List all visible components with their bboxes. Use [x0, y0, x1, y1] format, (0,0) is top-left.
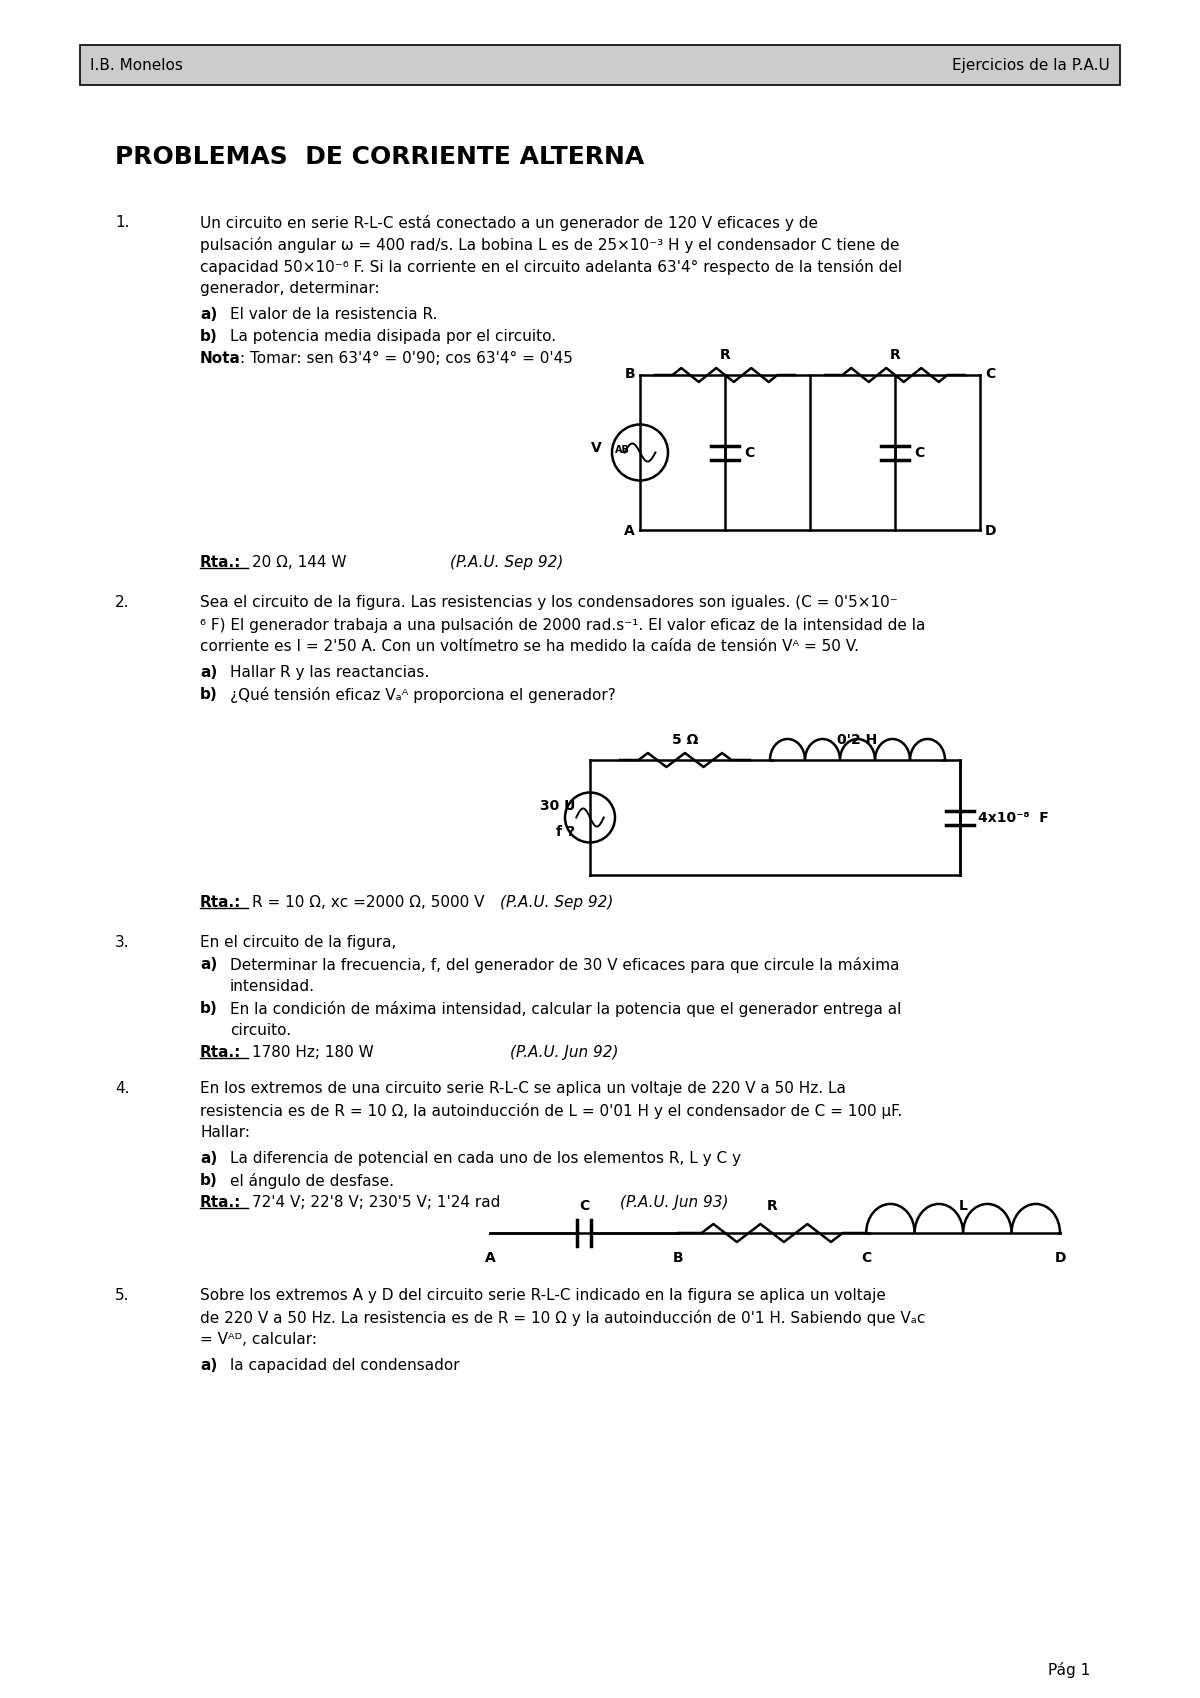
Text: 1780 Hz; 180 W: 1780 Hz; 180 W [252, 1044, 373, 1060]
Text: A: A [485, 1251, 496, 1265]
Text: Nota: Nota [200, 351, 241, 367]
Text: Determinar la frecuencia, f, del generador de 30 V eficaces para que circule la : Determinar la frecuencia, f, del generad… [230, 958, 900, 973]
Bar [80, 46, 1120, 85]
Text: (P.A.U. Jun 93): (P.A.U. Jun 93) [620, 1195, 728, 1211]
Text: R: R [720, 348, 731, 362]
Text: de 220 V a 50 Hz. La resistencia es de R = 10 Ω y la autoinducción de 0'1 H. Sab: de 220 V a 50 Hz. La resistencia es de R… [200, 1309, 925, 1326]
Text: C: C [862, 1251, 871, 1265]
Text: (P.A.U. Jun 92): (P.A.U. Jun 92) [510, 1044, 618, 1060]
Text: a): a) [200, 307, 217, 323]
Text: 3.: 3. [115, 936, 130, 949]
Text: la capacidad del condensador: la capacidad del condensador [230, 1358, 460, 1374]
Text: 4x10⁻⁸  F: 4x10⁻⁸ F [978, 810, 1049, 825]
Text: 30 U: 30 U [540, 798, 575, 813]
Text: C: C [985, 367, 995, 380]
Text: a): a) [200, 958, 217, 971]
Text: b): b) [200, 329, 217, 345]
Text: El valor de la resistencia R.: El valor de la resistencia R. [230, 307, 438, 323]
Text: intensidad.: intensidad. [230, 980, 314, 993]
Text: Un circuito en serie R-L-C está conectado a un generador de 120 V eficaces y de: Un circuito en serie R-L-C está conectad… [200, 216, 818, 231]
Text: AB: AB [616, 445, 630, 455]
Text: La diferencia de potencial en cada uno de los elementos R, L y C y: La diferencia de potencial en cada uno d… [230, 1151, 742, 1167]
Text: 72'4 V; 22'8 V; 230'5 V; 1'24 rad: 72'4 V; 22'8 V; 230'5 V; 1'24 rad [252, 1195, 500, 1211]
Text: Hallar R y las reactancias.: Hallar R y las reactancias. [230, 666, 430, 679]
Text: ⁶ F) El generador trabaja a una pulsación de 2000 rad.s⁻¹. El valor eficaz de la: ⁶ F) El generador trabaja a una pulsació… [200, 616, 925, 633]
Text: 4.: 4. [115, 1082, 130, 1095]
Text: 20 Ω, 144 W: 20 Ω, 144 W [252, 555, 347, 571]
Text: a): a) [200, 1358, 217, 1374]
Text: pulsación angular ω = 400 rad/s. La bobina L es de 25×10⁻³ H y el condensador C : pulsación angular ω = 400 rad/s. La bobi… [200, 238, 900, 253]
Text: b): b) [200, 1002, 217, 1015]
Text: R: R [767, 1199, 778, 1212]
Text: R: R [889, 348, 900, 362]
Text: L: L [959, 1199, 967, 1212]
Text: generador, determinar:: generador, determinar: [200, 280, 379, 295]
Text: D: D [1055, 1251, 1066, 1265]
Text: B: B [673, 1251, 684, 1265]
Text: A: A [624, 525, 635, 538]
Text: PROBLEMAS  DE CORRIENTE ALTERNA: PROBLEMAS DE CORRIENTE ALTERNA [115, 144, 644, 170]
Text: C: C [914, 445, 924, 460]
Text: a): a) [200, 1151, 217, 1167]
Text: = Vᴬᴰ, calcular:: = Vᴬᴰ, calcular: [200, 1331, 317, 1347]
Text: I.B. Monelos: I.B. Monelos [90, 58, 182, 73]
Text: C: C [578, 1199, 589, 1212]
Text: Rta.:: Rta.: [200, 1195, 241, 1211]
Text: R = 10 Ω, xᴄ =2000 Ω, 5000 V: R = 10 Ω, xᴄ =2000 Ω, 5000 V [252, 895, 485, 910]
Text: resistencia es de R = 10 Ω, la autoinducción de L = 0'01 H y el condensador de C: resistencia es de R = 10 Ω, la autoinduc… [200, 1104, 902, 1119]
Text: 1.: 1. [115, 216, 130, 229]
Text: B: B [624, 367, 635, 380]
Text: Rta.:: Rta.: [200, 895, 241, 910]
Text: Sobre los extremos A y D del circuito serie R-L-C indicado en la figura se aplic: Sobre los extremos A y D del circuito se… [200, 1289, 886, 1302]
Text: f ?: f ? [556, 825, 575, 839]
Text: circuito.: circuito. [230, 1022, 292, 1037]
Text: : Tomar: sen 63'4° = 0'90; cos 63'4° = 0'45: : Tomar: sen 63'4° = 0'90; cos 63'4° = 0… [240, 351, 572, 367]
Text: Rta.:: Rta.: [200, 555, 241, 571]
Text: capacidad 50×10⁻⁶ F. Si la corriente en el circuito adelanta 63'4° respecto de l: capacidad 50×10⁻⁶ F. Si la corriente en … [200, 260, 902, 275]
Text: ¿Qué tensión eficaz Vₐᴬ proporciona el generador?: ¿Qué tensión eficaz Vₐᴬ proporciona el g… [230, 688, 616, 703]
Text: Pág 1: Pág 1 [1048, 1662, 1090, 1678]
Text: En los extremos de una circuito serie R-L-C se aplica un voltaje de 220 V a 50 H: En los extremos de una circuito serie R-… [200, 1082, 846, 1095]
Text: 5.: 5. [115, 1289, 130, 1302]
Text: En el circuito de la figura,: En el circuito de la figura, [200, 936, 396, 949]
Text: Sea el circuito de la figura. Las resistencias y los condensadores son iguales. : Sea el circuito de la figura. Las resist… [200, 594, 898, 610]
Text: Hallar:: Hallar: [200, 1126, 250, 1139]
Text: V: V [592, 440, 602, 455]
Text: Ejercicios de la P.A.U: Ejercicios de la P.A.U [953, 58, 1110, 73]
Text: b): b) [200, 688, 217, 701]
Text: (P.A.U. Sep 92): (P.A.U. Sep 92) [500, 895, 613, 910]
Text: 2.: 2. [115, 594, 130, 610]
Text: 5 Ω: 5 Ω [672, 734, 698, 747]
Text: (P.A.U. Sep 92): (P.A.U. Sep 92) [450, 555, 563, 571]
Text: Rta.:: Rta.: [200, 1044, 241, 1060]
Text: el ángulo de desfase.: el ángulo de desfase. [230, 1173, 394, 1189]
Text: C: C [744, 445, 755, 460]
Text: a): a) [200, 666, 217, 679]
Text: En la condición de máxima intensidad, calcular la potencia que el generador entr: En la condición de máxima intensidad, ca… [230, 1002, 901, 1017]
Text: corriente es I = 2'50 A. Con un voltímetro se ha medido la caída de tensión Vᴬ =: corriente es I = 2'50 A. Con un voltímet… [200, 638, 859, 654]
Text: La potencia media disipada por el circuito.: La potencia media disipada por el circui… [230, 329, 556, 345]
Text: b): b) [200, 1173, 217, 1189]
Text: D: D [985, 525, 996, 538]
Text: 0'2 H: 0'2 H [838, 734, 877, 747]
